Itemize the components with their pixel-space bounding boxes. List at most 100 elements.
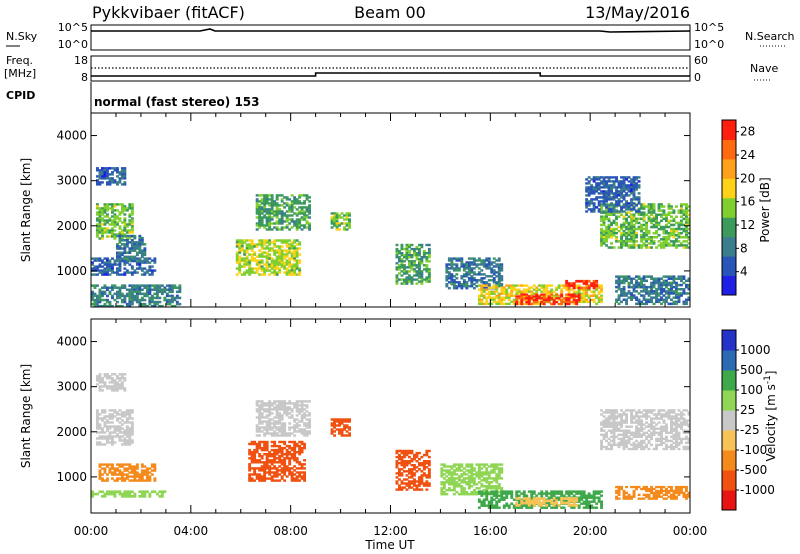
data-cell [415,451,419,455]
data-cell [398,462,401,465]
data-cell [615,196,618,199]
data-cell [685,211,688,214]
data-cell [398,468,401,471]
data-cell [472,477,476,480]
data-cell [238,243,242,246]
data-cell [348,428,351,431]
data-cell [138,251,142,254]
data-cell [485,263,489,266]
data-cell [288,402,292,405]
data-cell [465,265,469,268]
data-cell [138,490,142,494]
data-cell [665,298,668,301]
data-cell [128,271,132,274]
data-cell [597,300,601,304]
data-cell [657,298,661,301]
data-cell [265,241,269,244]
data-cell [495,502,499,505]
data-cell [108,259,112,262]
data-cell [268,406,272,409]
data-cell [170,300,174,304]
data-cell [293,459,297,462]
data-cell [135,286,139,289]
data-cell [450,265,454,268]
data-cell [118,177,122,180]
data-cell [562,298,566,302]
data-cell [605,206,608,209]
data-cell [520,295,524,298]
data-cell [265,261,269,264]
data-cell [625,204,628,207]
freq-panel [90,55,691,82]
data-cell [305,216,309,219]
data-cell [245,247,249,250]
data-cell [265,446,269,450]
data-cell [617,204,621,207]
data-cell [91,284,94,287]
data-cell [398,260,401,263]
data-cell [675,281,678,285]
data-cell [308,420,311,423]
data-cell [330,226,334,229]
data-cell [687,209,691,212]
data-cell [497,271,501,274]
data-cell [101,227,104,230]
data-cell [632,190,636,193]
data-cell [600,240,603,243]
data-cell [106,183,109,186]
data-cell [465,469,469,472]
data-cell [125,251,129,254]
data-cell [677,211,681,214]
data-cell [605,182,608,185]
data-cell [592,298,596,302]
data-cell [640,217,643,221]
data-cell [672,234,676,237]
data-cell [452,481,456,484]
data-cell [515,492,519,495]
data-cell [145,292,149,296]
data-cell [592,210,596,213]
data-cell [410,276,414,279]
data-cell [495,290,499,293]
data-cell [595,296,599,299]
data-cell [275,263,279,266]
data-cell [460,263,464,266]
nsearch-label: N.Search [745,30,795,43]
data-cell [150,465,154,468]
data-cell [398,478,401,481]
data-cell [278,208,282,211]
data-cell [290,273,294,276]
data-cell [125,304,129,308]
data-cell [133,286,137,289]
data-cell [665,219,668,223]
data-cell [605,192,608,195]
data-cell [93,300,97,304]
data-cell [487,504,491,507]
data-cell [487,475,491,478]
data-cell [135,245,139,248]
data-cell [490,275,494,278]
data-cell [128,300,132,304]
data-cell [265,253,269,256]
data-cell [288,471,292,474]
data-cell [562,297,566,300]
data-cell [497,500,501,503]
data-cell [106,221,109,224]
data-cell [400,488,404,491]
data-cell [418,266,421,269]
data-cell [265,414,269,417]
data-cell [270,210,274,213]
data-cell [445,271,449,274]
data-cell [260,273,264,276]
data-cell [285,251,289,254]
data-cell [652,219,656,223]
data-cell [440,491,444,494]
data-cell [620,182,623,185]
data-cell [93,273,97,276]
data-cell [290,457,294,460]
data-cell [98,377,102,380]
data-cell [490,279,494,282]
data-cell [685,240,688,243]
data-cell [457,269,461,272]
data-cell [101,211,104,214]
